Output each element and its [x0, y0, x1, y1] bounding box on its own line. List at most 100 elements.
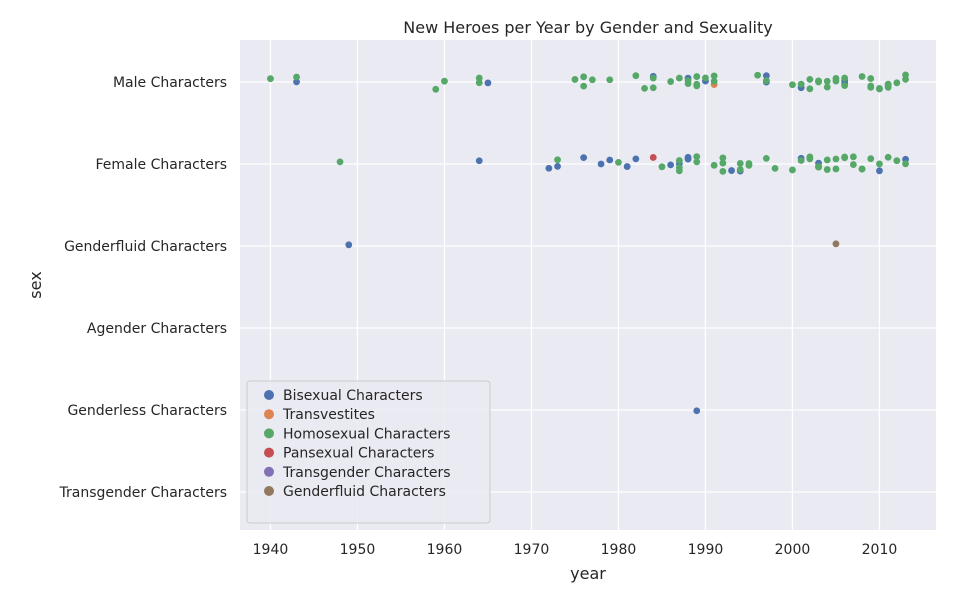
y-tick-labels: Male Characters Female Characters Genderfl…: [59, 75, 228, 501]
legend-marker: [264, 409, 274, 420]
data-point: [832, 155, 840, 163]
data-point: [432, 85, 440, 93]
x-tick-labels: 1940 1950 1960 1970 1980 1990 2000 2010: [253, 542, 898, 558]
data-point: [762, 154, 770, 162]
x-tick-label: 2000: [775, 542, 811, 558]
data-point: [667, 78, 675, 85]
data-point: [658, 163, 666, 171]
data-point: [597, 160, 605, 168]
data-point: [797, 80, 805, 88]
legend-entry-label: Genderfluid Characters: [283, 484, 446, 500]
data-point: [815, 163, 822, 170]
data-point: [667, 161, 675, 169]
legend-marker: [264, 447, 274, 458]
data-point: [293, 73, 300, 81]
data-point: [884, 153, 892, 161]
data-point: [876, 160, 883, 168]
x-tick-label: 1990: [688, 542, 724, 558]
legend-box: [246, 380, 491, 524]
data-point: [823, 166, 831, 173]
data-point: [606, 156, 614, 164]
y-tick-label: Genderfluid Characters: [64, 239, 227, 255]
data-point: [745, 160, 753, 167]
data-point: [841, 74, 849, 82]
legend-marker: [264, 466, 274, 477]
legend-marker: [264, 486, 274, 496]
data-point: [675, 167, 683, 175]
data-point: [806, 85, 814, 93]
data-point: [571, 76, 579, 83]
data-point: [884, 80, 892, 88]
data-point: [632, 72, 640, 80]
data-point: [841, 154, 849, 162]
x-tick-label: 1960: [427, 542, 463, 558]
data-points: [267, 71, 909, 415]
data-point: [623, 163, 631, 170]
legend-entry-label: Pansexual Characters: [283, 446, 434, 462]
data-point: [858, 165, 866, 173]
data-point: [754, 71, 762, 79]
data-point: [580, 73, 588, 81]
legend-entry-label: Homosexual Characters: [283, 426, 450, 442]
y-tick-label: Transgender Characters: [59, 485, 228, 501]
data-point: [849, 153, 857, 161]
data-point: [823, 156, 831, 164]
data-point: [267, 75, 274, 83]
data-point: [867, 75, 875, 82]
data-point: [475, 157, 483, 165]
data-point: [902, 160, 909, 168]
data-point: [675, 74, 683, 82]
data-point: [719, 167, 727, 175]
data-point: [806, 155, 814, 163]
data-point: [832, 240, 840, 248]
legend-entry-label: Bisexual Characters: [283, 388, 423, 404]
data-point: [728, 167, 735, 174]
data-point: [710, 72, 718, 80]
chart-title: New Heroes per Year by Gender and Sexual…: [403, 18, 772, 37]
data-point: [762, 77, 770, 85]
data-point: [867, 155, 875, 163]
data-point: [545, 164, 553, 172]
data-point: [649, 74, 657, 82]
x-tick-label: 2010: [862, 542, 898, 558]
data-point: [858, 73, 866, 80]
data-point: [789, 166, 796, 174]
y-tick-label: Female Characters: [96, 157, 227, 173]
data-point: [693, 407, 701, 415]
data-point: [806, 75, 814, 83]
data-point: [823, 83, 831, 91]
data-point: [702, 74, 709, 82]
data-point: [876, 85, 883, 92]
data-point: [832, 165, 840, 173]
data-point: [475, 74, 483, 82]
data-point: [345, 241, 353, 249]
data-point: [293, 78, 300, 86]
data-point: [475, 79, 483, 87]
data-point: [719, 159, 727, 167]
data-point: [693, 153, 701, 161]
data-point: [606, 76, 614, 84]
y-tick-label: Genderless Characters: [67, 403, 227, 419]
data-point: [641, 84, 648, 92]
legend-entry-label: Transvestites: [282, 407, 375, 423]
x-tick-label: 1940: [253, 542, 289, 558]
x-axis-label: year: [570, 564, 606, 583]
x-tick-label: 1950: [340, 542, 376, 558]
legend-marker: [264, 390, 274, 400]
data-point: [823, 77, 831, 85]
data-point: [580, 154, 588, 162]
data-point: [441, 77, 448, 85]
legend: Bisexual Characters Transvestites Homosexu…: [246, 380, 491, 524]
data-point: [649, 84, 657, 92]
data-point: [736, 159, 744, 167]
data-point: [710, 77, 718, 85]
y-tick-label: Agender Characters: [87, 321, 227, 337]
data-point: [849, 161, 857, 168]
data-point: [893, 157, 901, 165]
x-tick-label: 1970: [514, 542, 550, 558]
legend-entry-label: Transgender Characters: [282, 465, 451, 481]
data-point: [693, 158, 701, 166]
data-point: [693, 73, 701, 80]
data-point: [615, 159, 622, 166]
